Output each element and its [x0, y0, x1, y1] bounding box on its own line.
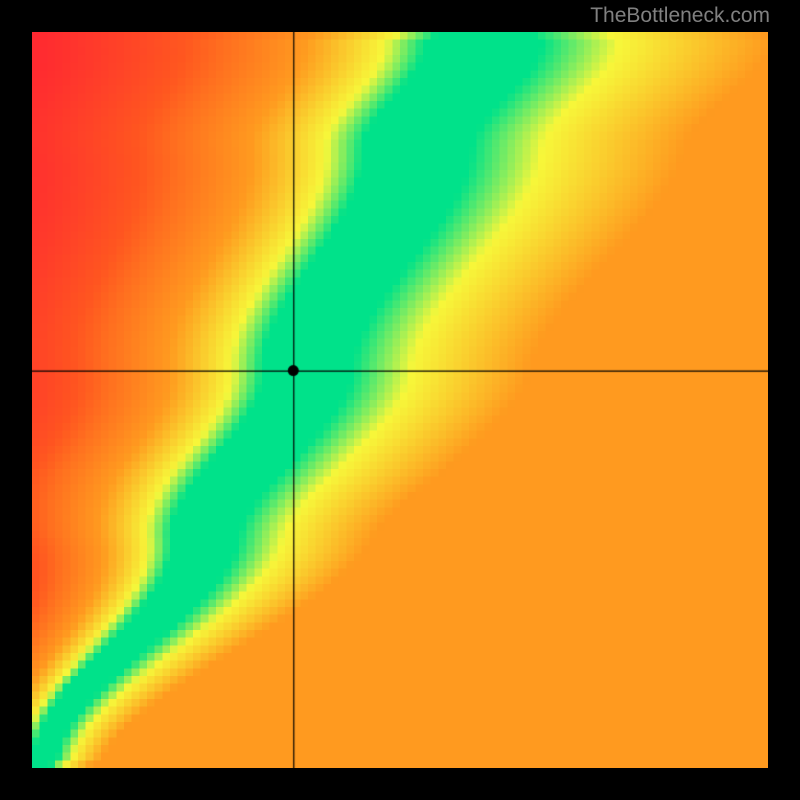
- bottleneck-heatmap: [32, 32, 768, 768]
- watermark-text: TheBottleneck.com: [590, 4, 770, 28]
